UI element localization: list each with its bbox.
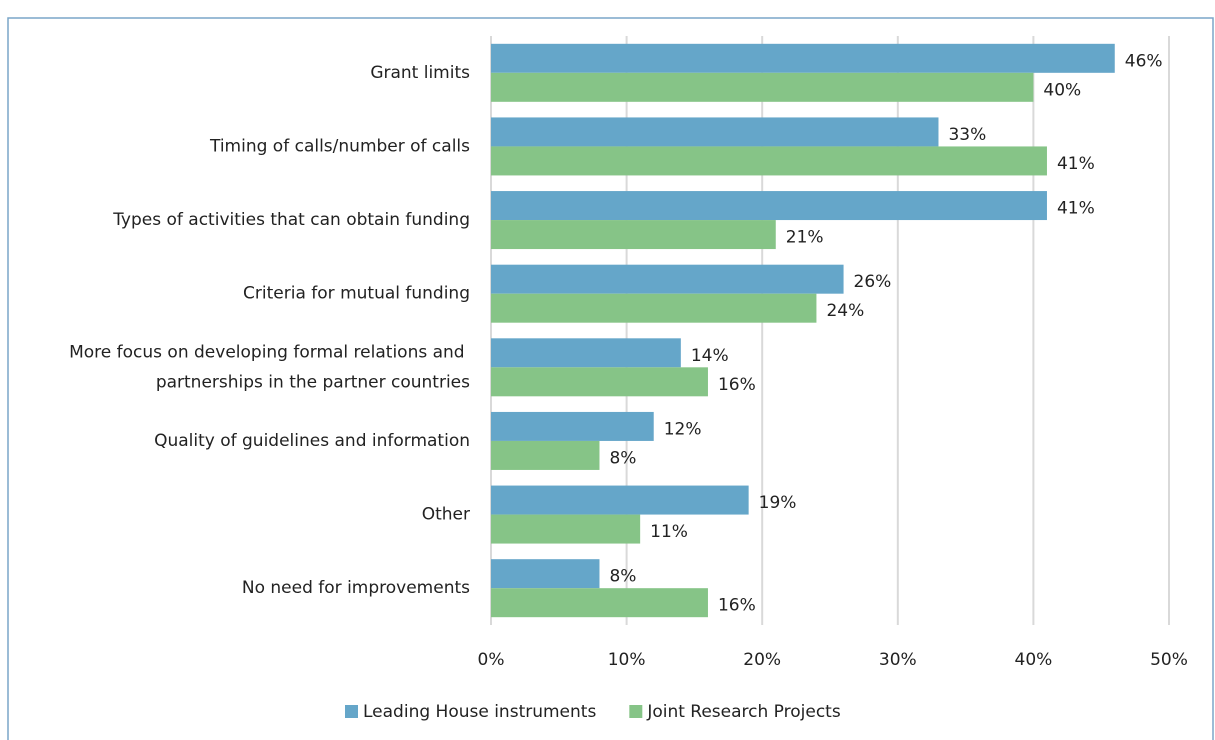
legend-swatch xyxy=(345,705,358,718)
x-tick-label: 0% xyxy=(478,650,505,670)
y-tick-label: More focus on developing formal relation… xyxy=(69,342,470,392)
bar xyxy=(491,293,817,323)
data-label: 21% xyxy=(786,228,824,248)
data-label: 19% xyxy=(759,493,797,513)
y-tick-label: Other xyxy=(422,505,470,525)
data-label: 8% xyxy=(609,567,636,587)
bar xyxy=(491,220,776,250)
data-label: 11% xyxy=(650,522,688,542)
y-tick-label: Types of activities that can obtain fund… xyxy=(112,210,470,230)
x-tick-label: 50% xyxy=(1150,650,1188,670)
y-tick-label: No need for improvements xyxy=(242,578,470,598)
data-label: 16% xyxy=(718,375,756,395)
y-tick-label: Quality of guidelines and information xyxy=(154,431,470,451)
bar xyxy=(491,514,641,544)
bar xyxy=(491,43,1115,73)
bar xyxy=(491,146,1047,176)
legend-label: Leading House instruments xyxy=(363,702,596,722)
data-label: 12% xyxy=(664,419,702,439)
bar xyxy=(491,72,1034,102)
x-tick-label: 10% xyxy=(608,650,646,670)
data-label: 46% xyxy=(1125,51,1163,71)
bar xyxy=(491,588,708,618)
data-label: 26% xyxy=(854,272,892,292)
data-label: 40% xyxy=(1043,80,1081,100)
bar xyxy=(491,191,1047,221)
data-label: 24% xyxy=(826,301,864,321)
data-label: 41% xyxy=(1057,154,1095,174)
bar xyxy=(491,264,844,294)
bar xyxy=(491,338,681,368)
bar xyxy=(491,117,939,147)
bar xyxy=(491,440,600,470)
frame xyxy=(7,17,1214,740)
bar xyxy=(491,485,749,515)
data-label: 8% xyxy=(609,448,636,468)
legend-swatch xyxy=(629,705,643,718)
bar xyxy=(491,559,600,589)
data-label: 41% xyxy=(1057,199,1095,219)
legend-label: Joint Research Projects xyxy=(646,702,841,722)
x-tick-label: 20% xyxy=(743,650,781,670)
x-tick-label: 40% xyxy=(1015,650,1053,670)
data-label: 16% xyxy=(718,596,756,616)
y-tick-label: Criteria for mutual funding xyxy=(243,284,470,304)
x-tick-label: 30% xyxy=(879,650,917,670)
bar xyxy=(491,411,654,441)
y-tick-label: Grant limits xyxy=(370,63,470,83)
data-label: 33% xyxy=(948,125,986,145)
y-tick-label: Timing of calls/number of calls xyxy=(209,136,470,156)
data-label: 14% xyxy=(691,346,729,366)
bar xyxy=(491,367,708,397)
